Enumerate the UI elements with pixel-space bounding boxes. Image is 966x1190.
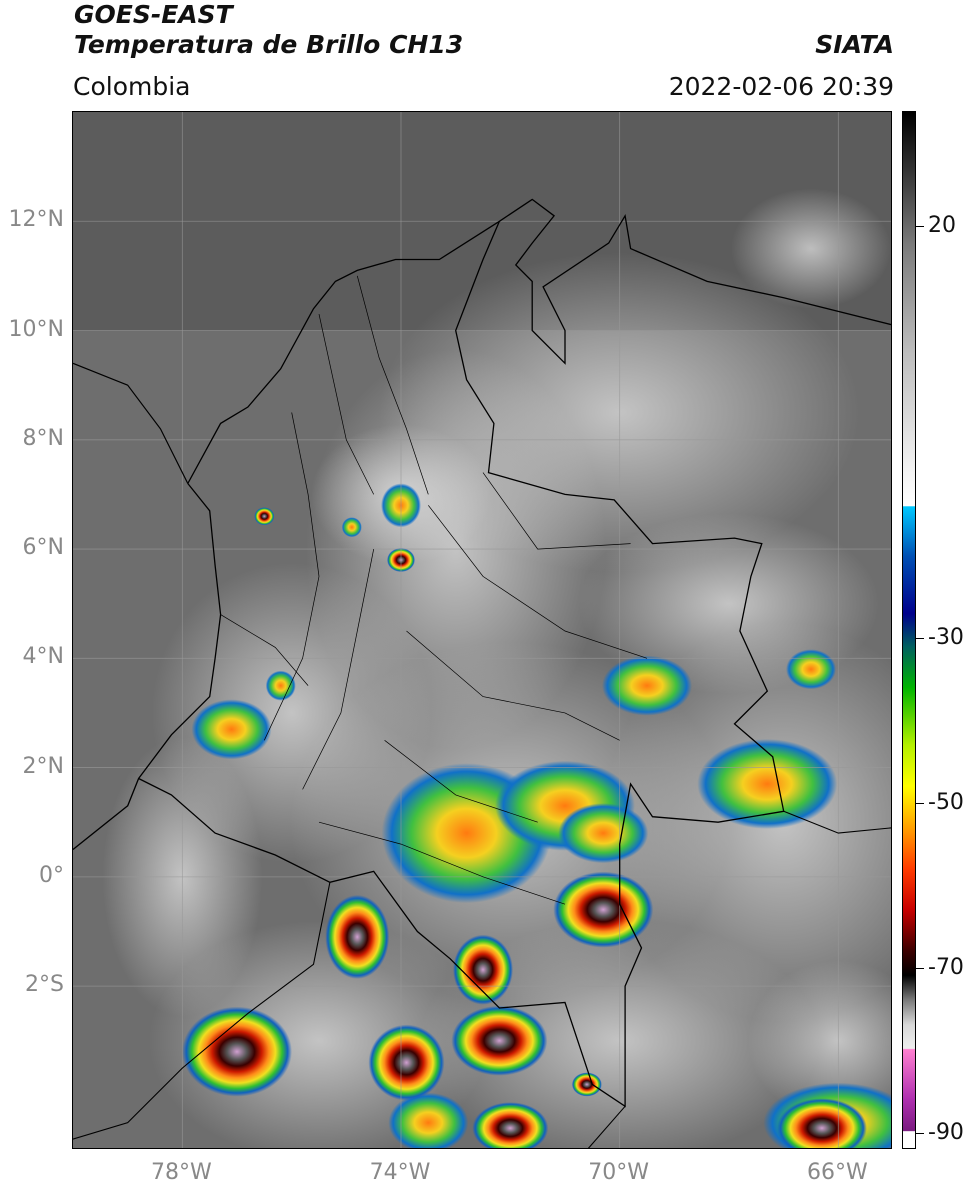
- department-boundary: [356, 275, 429, 495]
- colorbar: [902, 111, 916, 1149]
- latitude-label: 4°N: [22, 644, 64, 670]
- cloud-cover: [748, 960, 891, 1121]
- department-boundary: [302, 549, 375, 790]
- longitude-label: 74°W: [369, 1160, 431, 1185]
- title-product: Temperatura de Brillo CH13: [74, 30, 464, 59]
- ecuador-peru-border: [73, 882, 331, 1140]
- longitude-label: 70°W: [588, 1160, 650, 1185]
- convective-cell: [388, 1092, 469, 1148]
- deep-convection-cell: [325, 894, 390, 979]
- pacific-coastline: [73, 483, 222, 851]
- latitude-label: 2°S: [25, 972, 64, 998]
- colorbar-tick-mark: [916, 226, 924, 228]
- convective-cell: [697, 738, 838, 829]
- cloud-cover: [731, 188, 891, 309]
- deep-convection-cell: [254, 507, 275, 526]
- colorbar-tick-label: 20: [928, 213, 956, 239]
- deep-convection-cell: [182, 1006, 292, 1097]
- brazil-peru-border: [587, 1105, 626, 1148]
- longitude-label: 78°W: [150, 1160, 212, 1185]
- colorbar-tick-label: -70: [928, 954, 964, 980]
- colorbar-tick-label: -50: [928, 790, 964, 815]
- colorbar-tick-mark: [916, 1132, 924, 1134]
- deep-convection-cell: [553, 871, 654, 948]
- department-boundary: [428, 505, 648, 659]
- colorbar-tick-mark: [916, 638, 924, 640]
- department-boundary: [318, 314, 375, 495]
- department-boundary: [263, 412, 320, 741]
- caribbean-coastline: [187, 198, 891, 484]
- deep-convection-cell: [571, 1072, 602, 1097]
- deep-convection-cell: [368, 1024, 445, 1101]
- department-boundary: [384, 740, 538, 823]
- graticule: [73, 112, 891, 1148]
- deep-convection-cell: [776, 1098, 867, 1148]
- political-borders: [73, 198, 891, 1148]
- convective-cell: [265, 670, 296, 701]
- title-satellite: GOES-EAST: [74, 0, 233, 29]
- department-boundary: [406, 630, 620, 741]
- map-panel: [72, 111, 892, 1149]
- colombia-border: [138, 221, 785, 1108]
- satellite-map: [73, 112, 891, 1148]
- datetime-label: 2022-02-06 20:39: [668, 72, 894, 101]
- latitude-label: 2°N: [22, 753, 64, 779]
- latitude-label: 8°N: [22, 425, 64, 451]
- colorbar-tick-label: -90: [928, 1119, 964, 1145]
- colorbar-tick-label: -30: [928, 625, 964, 651]
- convective-cell: [191, 699, 272, 760]
- deep-convection-cell: [451, 1005, 548, 1076]
- department-boundary: [220, 614, 309, 686]
- deep-convection-cell: [472, 1102, 549, 1148]
- longitude-label: 66°W: [806, 1160, 868, 1185]
- latitude-label: 12°N: [8, 207, 64, 233]
- colorbar-tick-mark: [916, 803, 924, 804]
- convective-cell: [341, 517, 362, 538]
- deep-convection-cell: [453, 934, 513, 1005]
- department-boundary: [482, 472, 631, 550]
- region-label: Colombia: [73, 72, 191, 101]
- convective-cell: [786, 649, 836, 690]
- latitude-label: 0°: [39, 862, 64, 888]
- latitude-label: 10°N: [8, 316, 64, 342]
- convective-storms: [182, 483, 891, 1148]
- department-boundary: [318, 821, 566, 905]
- panama-coastline: [73, 362, 189, 484]
- latitude-label: 6°N: [22, 535, 64, 561]
- organization-label: SIATA: [815, 30, 894, 59]
- venezuela-brazil-border: [783, 810, 891, 834]
- convective-cell: [558, 803, 649, 864]
- convective-cell: [602, 655, 692, 716]
- colorbar-tick-mark: [916, 967, 924, 969]
- cloud-cover: [579, 513, 879, 694]
